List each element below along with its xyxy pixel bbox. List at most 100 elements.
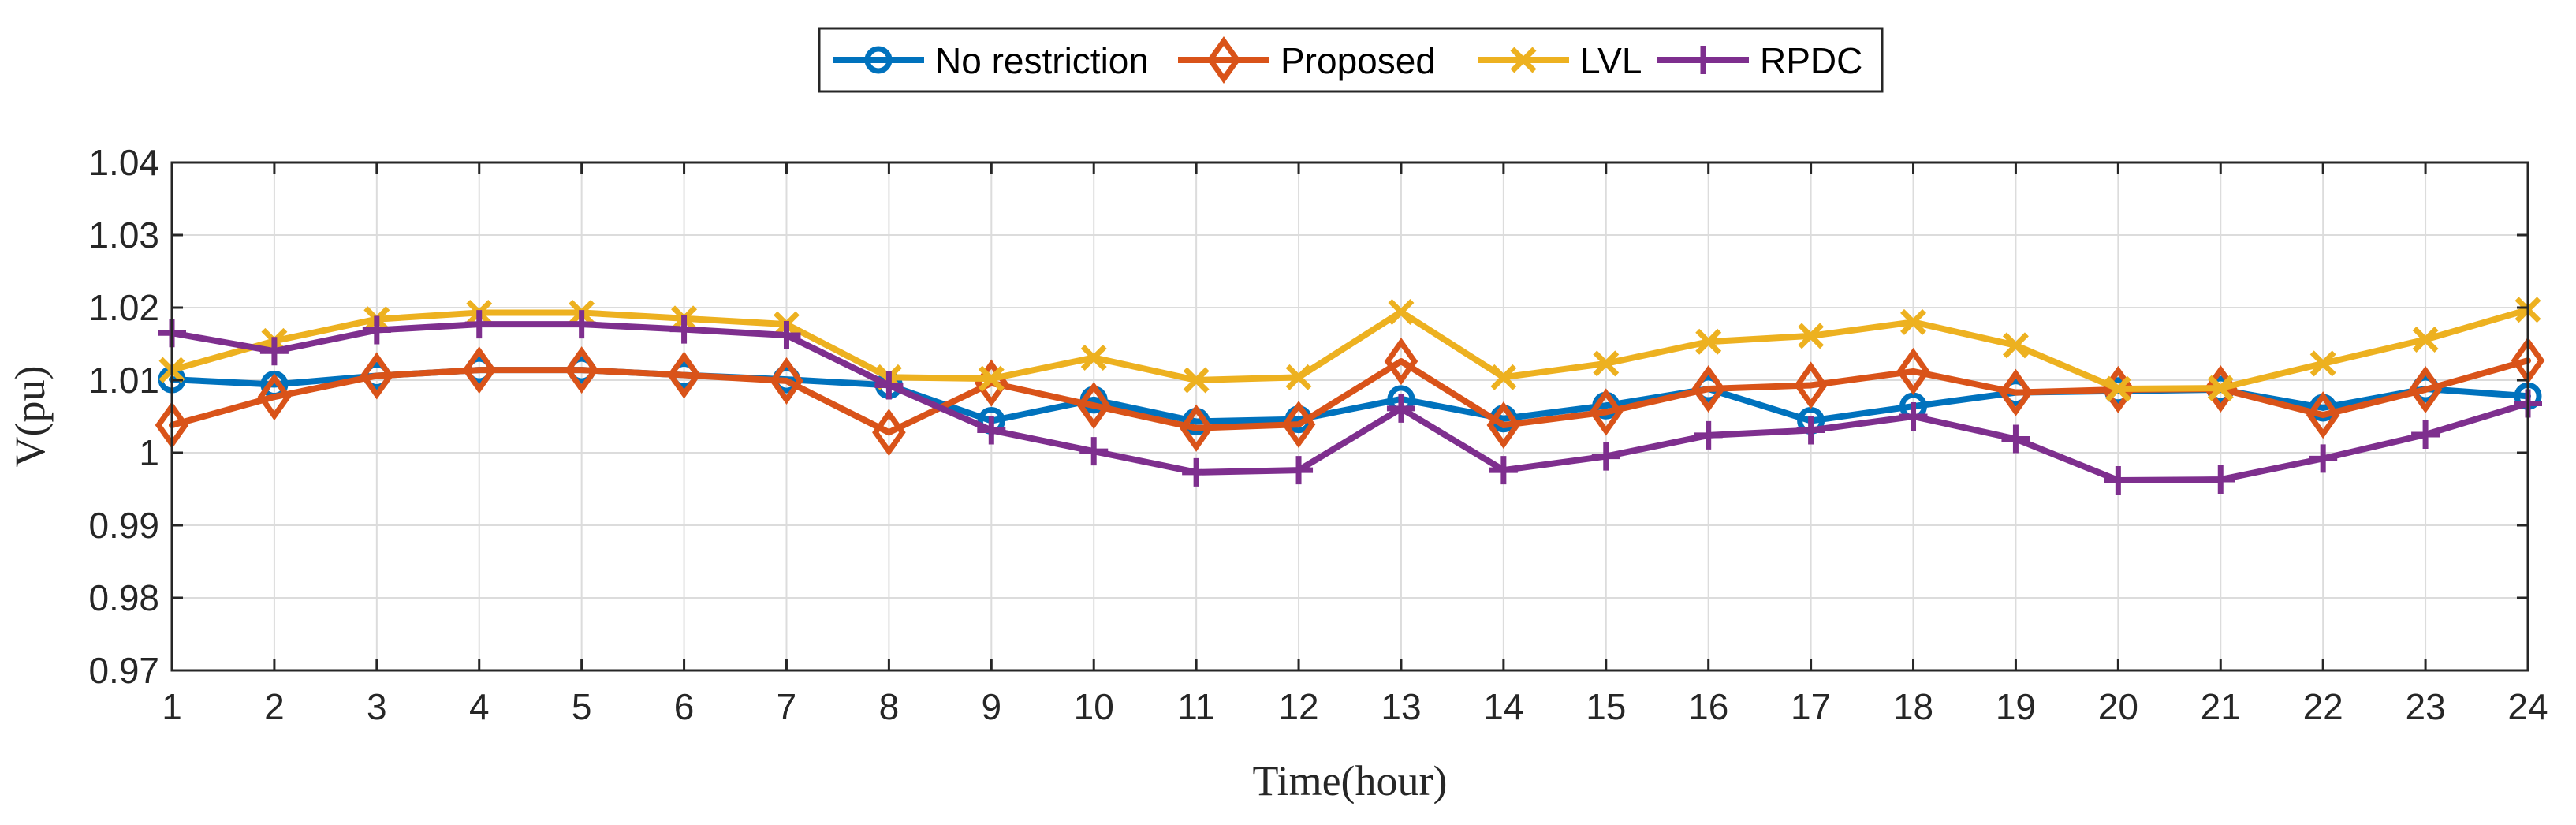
legend-marker-rpdc [1689,46,1717,74]
x-tick-label: 12 [1278,686,1318,727]
data-point-lvl [1285,364,1312,390]
x-tick-label: 2 [264,686,285,727]
x-tick-label: 22 [2303,686,2343,727]
grid [171,162,2529,671]
data-point-rpdc [259,337,289,366]
x-axis-label: Time(hour) [1252,757,1447,804]
data-point-proposed [1794,361,1828,409]
data-point-rpdc [2309,444,2338,473]
data-point-proposed [1281,401,1316,449]
data-point-lvl [2207,375,2234,401]
data-point-proposed [1179,404,1213,452]
y-tick-label: 0.97 [88,650,159,691]
x-tick-label: 9 [982,686,1002,727]
legend-item-rpdc: RPDC [1657,40,1862,81]
y-tick-label: 0.99 [88,505,159,546]
legend-marker-lvl [1510,47,1537,73]
legend-marker-no-restriction [864,46,893,74]
y-tick-label: 1.01 [88,360,159,401]
data-point-proposed [565,346,598,394]
series-lvl [158,297,2541,402]
data-point-proposed [872,409,906,457]
legend-label-proposed: Proposed [1281,40,1436,81]
data-point-rpdc [1796,416,1825,445]
data-point-lvl [1695,328,1722,355]
x-tick-label: 17 [1791,686,1831,727]
data-point-proposed [1999,368,2033,416]
data-point-lvl [1388,299,1415,325]
x-tick-label: 8 [879,686,900,727]
x-tick-label: 6 [674,686,695,727]
x-tick-label: 18 [1893,686,1933,727]
data-point-proposed [1691,364,1725,413]
data-point-proposed [462,346,497,394]
data-point-rpdc [1182,457,1211,487]
legend-marker-proposed [1206,35,1241,84]
x-tick-label: 7 [777,686,797,727]
series-layer [155,297,2545,495]
legend-item-lvl: LVL [1478,40,1642,81]
data-point-lvl [978,365,1005,392]
data-point-proposed [1896,347,1930,396]
series-rpdc [158,310,2542,495]
data-point-rpdc [669,315,699,344]
data-point-lvl [2412,327,2439,353]
data-point-proposed [1384,338,1418,386]
legend-label-rpdc: RPDC [1760,40,1862,81]
legend-label-no-restriction: No restriction [935,40,1149,81]
series-line-proposed [169,357,2531,436]
x-tick-label: 21 [2201,686,2241,727]
legend-item-no-restriction: No restriction [833,40,1149,81]
x-tick-label: 14 [1483,686,1523,727]
data-point-rpdc [977,416,1006,445]
x-tick-label: 16 [1688,686,1728,727]
series-proposed [155,337,2545,457]
data-point-lvl [1900,308,1926,335]
ticks: 1 2 3 4 5 6 7 8 9 10 11 12 13 14 15 16 17 18 19 20 21 22 23 240… [88,142,2548,727]
data-point-proposed [2408,365,2443,414]
x-tick-label: 5 [572,686,592,727]
data-point-lvl [1183,367,1210,394]
x-tick-label: 15 [1586,686,1626,727]
legend: No restriction Proposed LVL RPDC [818,27,1884,93]
data-point-rpdc [567,310,596,339]
y-tick-label: 1.02 [88,287,159,328]
data-point-lvl [2002,332,2029,359]
x-tick-label: 10 [1074,686,1114,727]
plot-frame [170,161,2529,672]
y-tick-label: 0.98 [88,577,159,618]
data-point-rpdc [1284,456,1314,485]
data-point-lvl [2309,350,2336,377]
x-tick-label: 23 [2406,686,2446,727]
legend-items: No restriction Proposed LVL RPDC [833,35,1862,84]
data-point-proposed [1076,382,1111,430]
x-tick-label: 3 [367,686,387,727]
data-point-proposed [257,373,292,421]
series-line-lvl [169,306,2531,393]
data-point-rpdc [772,320,801,349]
data-point-rpdc [362,315,391,345]
data-point-lvl [2104,375,2131,402]
legend-label-lvl: LVL [1580,40,1642,81]
series-line-rpdc [169,321,2531,483]
data-point-rpdc [1489,456,1518,485]
data-point-lvl [1080,345,1107,371]
data-point-proposed [1486,401,1521,450]
data-point-rpdc [1386,394,1415,423]
x-tick-label: 4 [469,686,490,727]
data-point-rpdc [1591,442,1620,471]
data-point-proposed [2306,391,2340,439]
y-tick-label: 1.03 [88,215,159,256]
data-point-rpdc [2206,465,2235,495]
data-point-proposed [1589,388,1624,436]
x-tick-label: 24 [2507,686,2548,727]
legend-item-proposed: Proposed [1178,35,1436,84]
data-point-rpdc [464,310,494,339]
data-point-proposed [770,357,803,405]
data-point-rpdc [1899,402,1928,431]
data-point-lvl [1798,323,1825,349]
data-point-rpdc [1079,437,1109,466]
data-point-rpdc [2104,465,2133,495]
